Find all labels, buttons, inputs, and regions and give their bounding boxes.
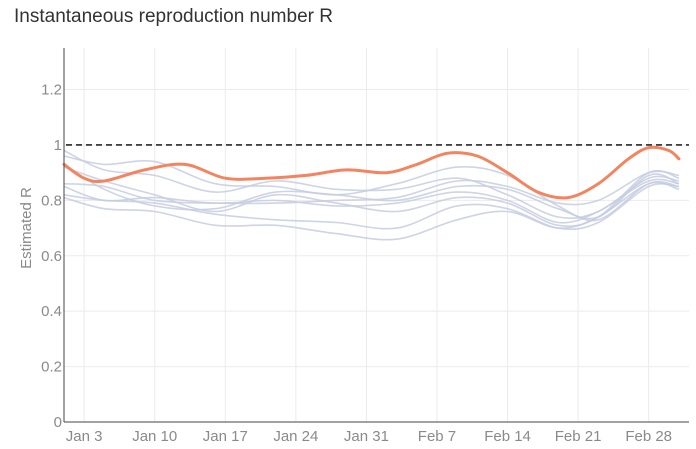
y-tick-label: 1.2 bbox=[41, 82, 62, 99]
axis-layer bbox=[63, 48, 689, 423]
y-tick-label: 0 bbox=[54, 414, 62, 431]
background-series-layer bbox=[63, 149, 680, 241]
x-tick-label: Feb 28 bbox=[625, 428, 672, 445]
tick-label-layer: 0 0.2 0.4 0.6 0.8 1 1.2 Jan 3 Jan 10 Jan 17 Jan 24… bbox=[41, 82, 672, 445]
x-tick-label: Jan 10 bbox=[132, 428, 177, 445]
x-tick-label: Jan 17 bbox=[203, 428, 248, 445]
background-series-line bbox=[63, 163, 680, 220]
background-series-line bbox=[63, 155, 680, 222]
highlight-series-line bbox=[62, 145, 681, 200]
background-series-line bbox=[63, 170, 680, 206]
x-tick-label: Feb 21 bbox=[555, 428, 602, 445]
highlight-series-layer bbox=[62, 145, 681, 200]
y-tick-label: 0.6 bbox=[41, 248, 62, 265]
x-tick-label: Jan 3 bbox=[66, 428, 103, 445]
y-axis-title: Estimated R bbox=[18, 187, 35, 269]
y-tick-label: 1 bbox=[54, 137, 62, 154]
y-tick-label: 0.2 bbox=[41, 359, 62, 376]
y-tick-label: 0.8 bbox=[41, 192, 62, 209]
x-tick-label: Feb 7 bbox=[418, 428, 456, 445]
x-tick-label: Jan 24 bbox=[273, 428, 318, 445]
chart-title: Instantaneous reproduction number R bbox=[14, 6, 333, 27]
grid-layer bbox=[64, 48, 689, 422]
background-series-line bbox=[63, 178, 680, 224]
x-tick-label: Jan 31 bbox=[344, 428, 389, 445]
background-series-line bbox=[63, 149, 680, 220]
background-series-line bbox=[63, 183, 679, 230]
y-tick-label: 0.4 bbox=[41, 303, 62, 320]
x-tick-label: Feb 14 bbox=[484, 428, 531, 445]
